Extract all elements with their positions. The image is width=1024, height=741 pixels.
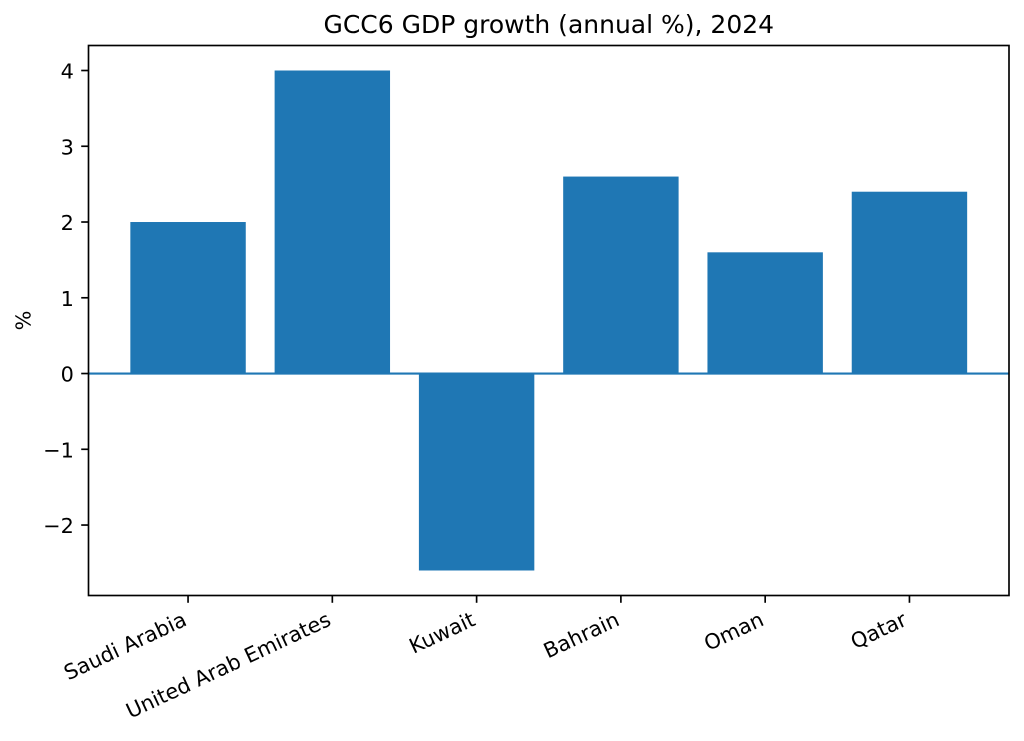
- bar-united-arab-emirates: [274, 70, 391, 374]
- y-axis-label: %: [11, 311, 35, 331]
- x-tick-label: Bahrain: [540, 607, 623, 663]
- x-tick-label: Qatar: [847, 607, 911, 654]
- y-tick-label: 1: [61, 287, 74, 311]
- y-tick-label: −1: [43, 438, 74, 462]
- y-tick-label: 3: [61, 135, 74, 159]
- bar-oman: [707, 252, 823, 374]
- bar-qatar: [851, 191, 968, 374]
- y-tick-label: −2: [43, 514, 74, 538]
- y-tick-label: 0: [61, 363, 74, 387]
- axes-frame: [87, 44, 1010, 597]
- bar-saudi-arabia: [130, 222, 246, 374]
- x-tick-label: Saudi Arabia: [60, 607, 190, 685]
- x-tick-label: Oman: [700, 607, 767, 655]
- x-tick-label: Kuwait: [406, 607, 479, 658]
- chart-title: GCC6 GDP growth (annual %), 2024: [323, 10, 774, 39]
- y-tick-label: 4: [61, 60, 74, 84]
- y-tick-label: 2: [61, 211, 74, 235]
- bar-bahrain: [563, 176, 679, 374]
- bar-kuwait: [418, 373, 535, 571]
